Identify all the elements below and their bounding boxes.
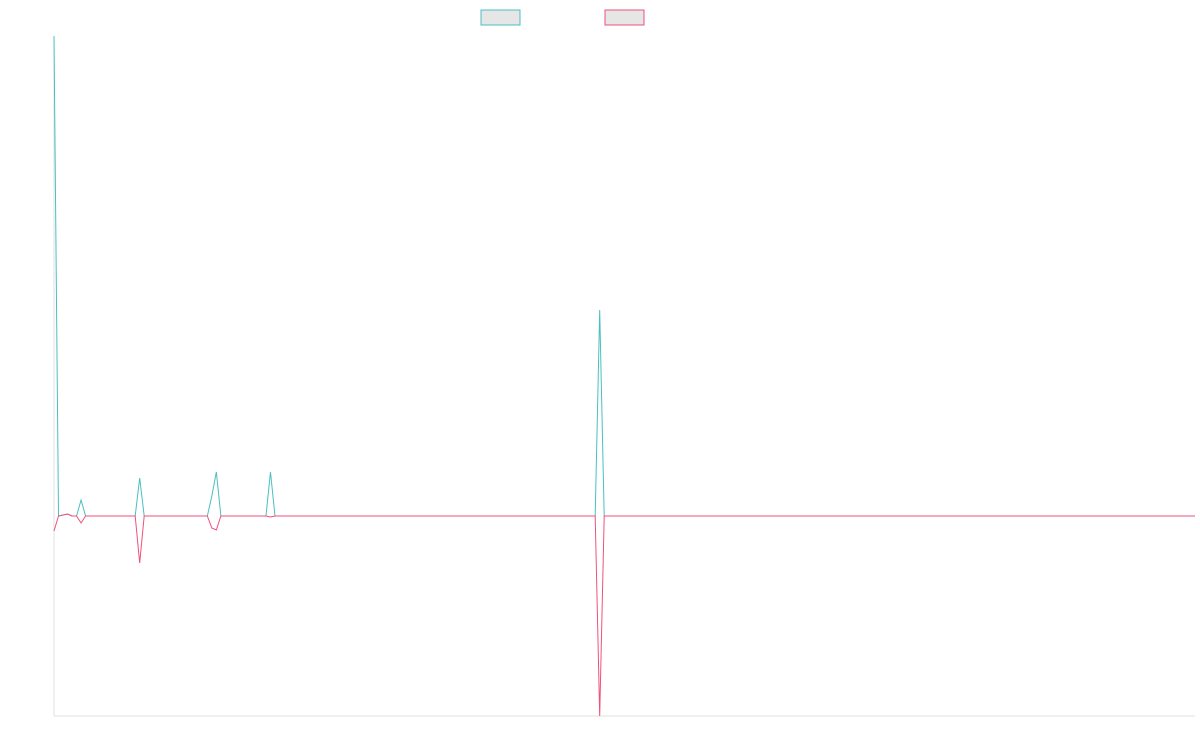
line-series: [53, 513, 1195, 717]
line-series: [53, 35, 1195, 517]
legend-swatch: [480, 9, 521, 26]
legend-swatch: [604, 9, 645, 26]
